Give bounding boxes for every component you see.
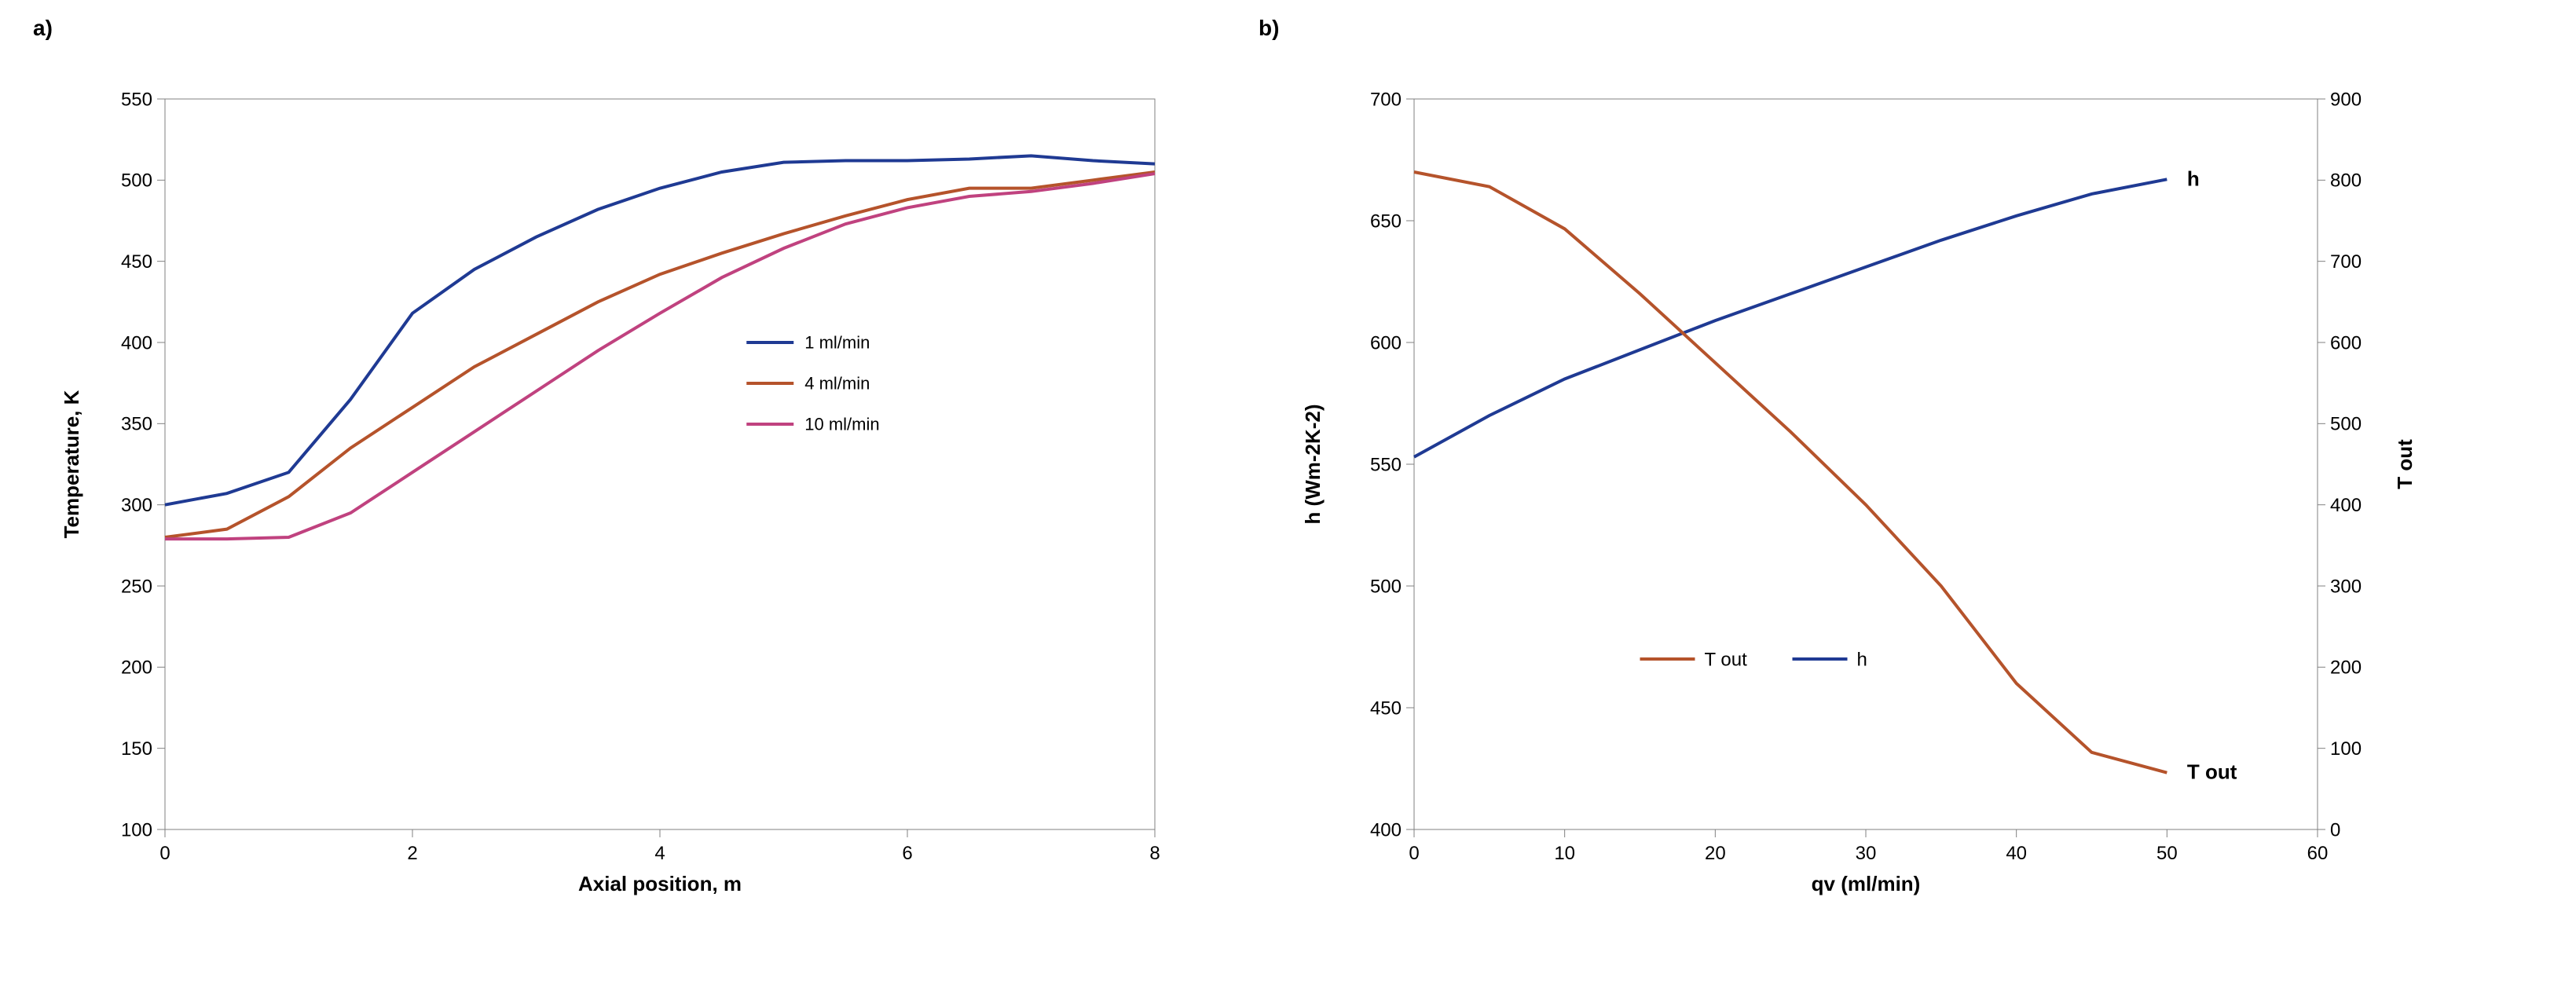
panel-a-svg: 0 2 4 6 8 Axial position, m 100 150 200 250 300 350… bbox=[31, 44, 1210, 932]
svg-text:500: 500 bbox=[121, 170, 152, 192]
svg-text:0: 0 bbox=[159, 843, 170, 864]
panel-a: a) 0 2 4 6 8 Axial position, m 100 150 200 250 300… bbox=[31, 16, 1210, 932]
svg-text:650: 650 bbox=[1370, 211, 1402, 232]
svg-text:550: 550 bbox=[1370, 454, 1402, 475]
panel-b-chart-wrap: 0 10 20 30 40 50 60 qv (ml/min) 400 450 500 550 600 6… bbox=[1257, 44, 2483, 932]
svg-text:550: 550 bbox=[121, 89, 152, 110]
annotation-T-out: T out bbox=[2187, 760, 2237, 784]
svg-text:2: 2 bbox=[407, 843, 417, 864]
panel-a-chart-wrap: 0 2 4 6 8 Axial position, m 100 150 200 250 300 350… bbox=[31, 44, 1210, 932]
svg-text:60: 60 bbox=[2307, 843, 2329, 864]
svg-text:450: 450 bbox=[121, 251, 152, 273]
svg-text:200: 200 bbox=[2330, 657, 2362, 679]
svg-text:0: 0 bbox=[2330, 819, 2340, 840]
svg-text:0: 0 bbox=[1409, 843, 1419, 864]
svg-text:20: 20 bbox=[1705, 843, 1726, 864]
svg-text:300: 300 bbox=[2330, 576, 2362, 597]
svg-text:6: 6 bbox=[902, 843, 912, 864]
svg-text:40: 40 bbox=[2006, 843, 2027, 864]
svg-text:qv (ml/min): qv (ml/min) bbox=[1812, 872, 1921, 895]
legend-label: 1 ml/min bbox=[804, 333, 870, 353]
svg-text:700: 700 bbox=[1370, 89, 1402, 110]
annotation-h: h bbox=[2187, 167, 2200, 190]
svg-text:8: 8 bbox=[1149, 843, 1160, 864]
svg-text:50: 50 bbox=[2156, 843, 2178, 864]
panel-b-svg: 0 10 20 30 40 50 60 qv (ml/min) 400 450 500 550 600 6… bbox=[1257, 44, 2483, 932]
svg-text:10: 10 bbox=[1554, 843, 1575, 864]
panel-a-label: a) bbox=[33, 16, 1210, 41]
svg-text:900: 900 bbox=[2330, 89, 2362, 110]
legend-label: h bbox=[1857, 649, 1867, 670]
svg-text:800: 800 bbox=[2330, 170, 2362, 192]
svg-text:600: 600 bbox=[1370, 332, 1402, 353]
svg-text:4: 4 bbox=[654, 843, 665, 864]
svg-text:200: 200 bbox=[121, 657, 152, 679]
svg-text:150: 150 bbox=[121, 738, 152, 760]
series-10-ml/min bbox=[165, 174, 1155, 539]
svg-text:350: 350 bbox=[121, 414, 152, 435]
legend-label: 4 ml/min bbox=[804, 374, 870, 394]
svg-text:100: 100 bbox=[121, 819, 152, 840]
svg-text:Axial position, m: Axial position, m bbox=[578, 872, 742, 895]
panel-b-label: b) bbox=[1259, 16, 2483, 41]
svg-text:Temperature, K: Temperature, K bbox=[60, 390, 83, 538]
svg-text:100: 100 bbox=[2330, 738, 2362, 760]
svg-text:600: 600 bbox=[2330, 332, 2362, 353]
legend-label: T out bbox=[1705, 649, 1748, 670]
legend-label: 10 ml/min bbox=[804, 415, 879, 434]
svg-text:700: 700 bbox=[2330, 251, 2362, 273]
series-t-out bbox=[1414, 172, 2167, 773]
panel-b: b) 0 10 20 30 40 50 60 qv (ml/min) 400 450 500 550 6… bbox=[1257, 16, 2483, 932]
svg-text:500: 500 bbox=[1370, 576, 1402, 597]
svg-text:T out: T out bbox=[2393, 439, 2417, 489]
svg-text:h (Wm-2K-2): h (Wm-2K-2) bbox=[1301, 404, 1325, 524]
svg-text:400: 400 bbox=[121, 332, 152, 353]
svg-text:500: 500 bbox=[2330, 414, 2362, 435]
svg-text:250: 250 bbox=[121, 576, 152, 597]
svg-text:400: 400 bbox=[1370, 819, 1402, 840]
svg-text:400: 400 bbox=[2330, 495, 2362, 516]
series-h bbox=[1414, 179, 2167, 456]
series-1-ml/min bbox=[165, 156, 1155, 504]
svg-text:30: 30 bbox=[1856, 843, 1877, 864]
svg-text:300: 300 bbox=[121, 495, 152, 516]
series-4-ml/min bbox=[165, 172, 1155, 537]
figure-row: a) 02468Axial position, m100150200250300… bbox=[0, 0, 2576, 947]
svg-text:450: 450 bbox=[1370, 698, 1402, 719]
